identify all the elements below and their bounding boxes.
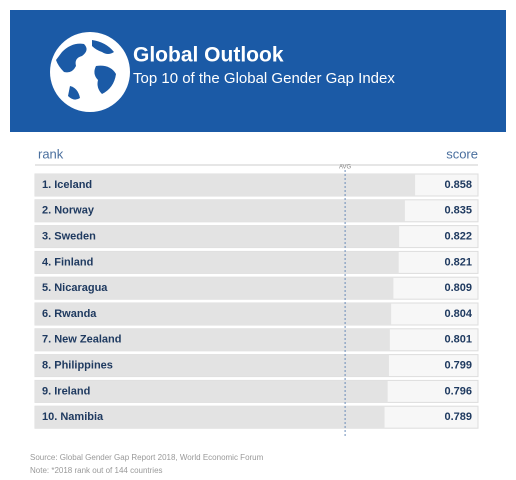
bar	[35, 328, 390, 351]
bar	[35, 354, 389, 377]
category-label: 4. Finland	[42, 256, 93, 268]
value-label: 0.835	[444, 205, 472, 217]
value-label: 0.801	[444, 334, 472, 346]
average-label: AVG	[339, 165, 352, 171]
bar	[35, 199, 405, 222]
value-label: 0.809	[444, 282, 472, 294]
chart-subtitle: Top 10 of the Global Gender Gap Index	[133, 70, 395, 87]
value-label: 0.789	[444, 411, 472, 423]
source: Source: Global Gender Gap Report 2018, W…	[30, 453, 264, 462]
value-label: 0.821	[444, 256, 472, 268]
chart-title: Global Outlook	[133, 44, 284, 67]
value-label: 0.796	[444, 385, 472, 397]
category-label: 10. Namibia	[42, 411, 104, 423]
category-label: 1. Iceland	[42, 179, 92, 191]
bar	[35, 225, 400, 248]
category-label: 2. Norway	[42, 205, 95, 217]
value-label: 0.858	[444, 179, 472, 191]
globe-icon	[50, 32, 130, 112]
bar	[35, 303, 392, 325]
bar	[35, 251, 399, 274]
value-label: 0.799	[444, 360, 472, 372]
category-label: 5. Nicaragua	[42, 282, 108, 294]
category-label: 3. Sweden	[42, 231, 96, 243]
value-label: 0.804	[444, 308, 472, 320]
rank-label: rank	[38, 146, 64, 161]
score-label: score	[446, 146, 478, 161]
category-label: 7. New Zealand	[42, 334, 121, 346]
value-label: 0.822	[444, 231, 472, 243]
bar	[35, 406, 385, 429]
category-label: 6. Rwanda	[42, 308, 97, 320]
bar	[35, 277, 394, 300]
category-label: 9. Ireland	[42, 385, 90, 397]
bar	[35, 174, 416, 196]
category-label: 8. Philippines	[42, 360, 113, 372]
bar	[35, 380, 388, 403]
note: Note: *2018 rank out of 144 countries	[30, 466, 163, 475]
